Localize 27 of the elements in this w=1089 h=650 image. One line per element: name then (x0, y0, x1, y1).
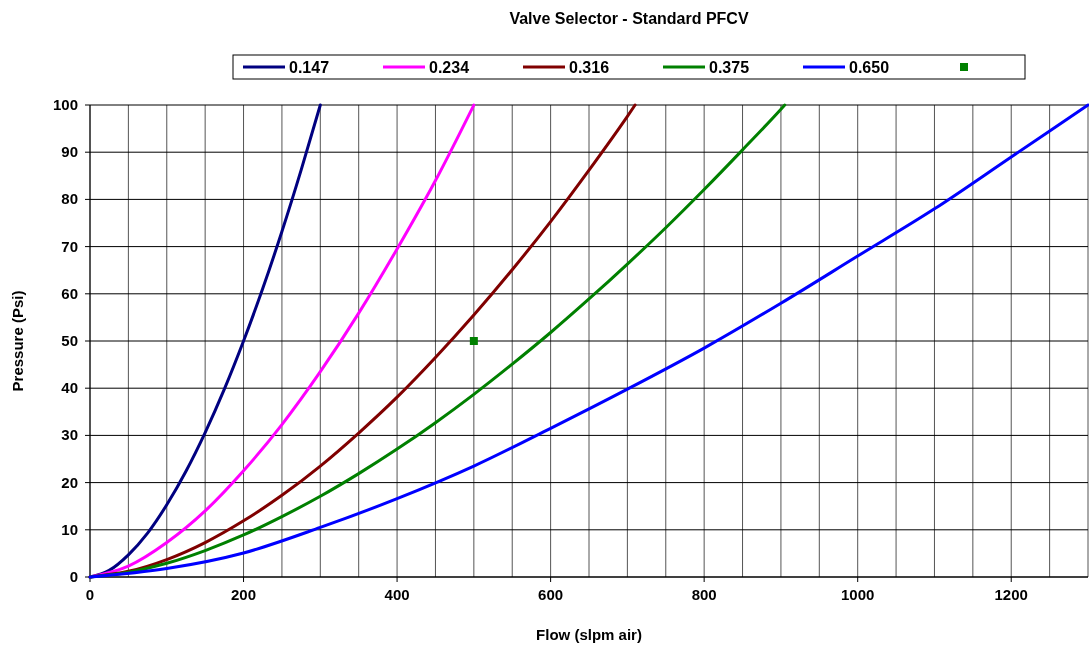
y-tick-label: 40 (61, 379, 78, 397)
x-tick-label: 200 (231, 586, 257, 603)
chart-title: Valve Selector - Standard PFCV (509, 10, 749, 27)
x-tick-label: 600 (538, 586, 564, 603)
legend-label: 0.650 (849, 59, 890, 76)
legend-label: 0.375 (709, 59, 750, 76)
y-tick-label: 0 (69, 568, 78, 585)
y-tick-label: 50 (61, 332, 78, 349)
x-tick-label: 800 (691, 586, 717, 603)
y-tick-label: 60 (61, 284, 78, 302)
y-tick-label: 20 (61, 473, 78, 491)
y-tick-label: 10 (61, 520, 78, 538)
y-tick-label: 70 (61, 237, 78, 255)
y-tick-label: 80 (61, 190, 78, 208)
y-tick-label: 90 (61, 143, 78, 161)
y-tick-label: 30 (61, 426, 78, 444)
legend-label: 0.234 (429, 59, 470, 76)
x-tick-label: 1200 (994, 586, 1028, 603)
x-tick-label: 1000 (841, 586, 875, 603)
x-tick-label: 400 (384, 586, 410, 603)
legend-label: 0.147 (289, 59, 330, 76)
line-series (88, 103, 1089, 579)
y-axis-title: Pressure (Psi) (9, 290, 26, 392)
y-tick-label: 100 (52, 96, 78, 113)
legend-label: 0.316 (569, 59, 610, 76)
x-axis-title: Flow (slpm air) (536, 626, 642, 643)
x-tick-label: 0 (85, 586, 95, 603)
